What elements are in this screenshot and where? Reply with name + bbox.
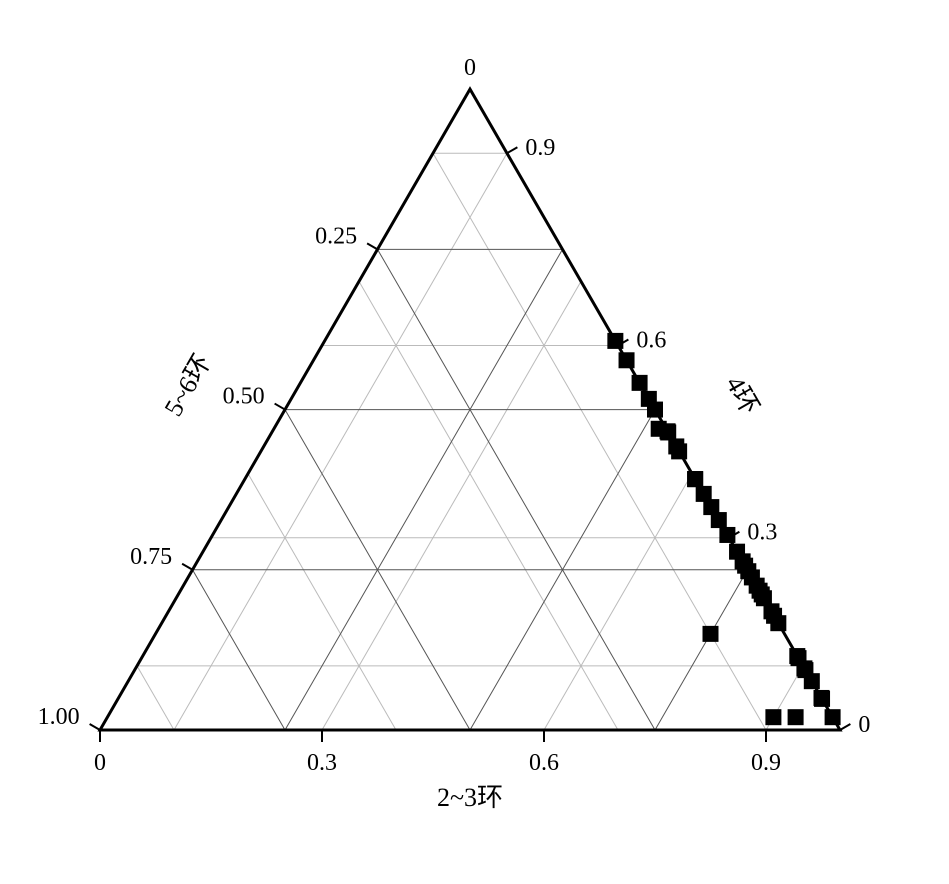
- data-point: [647, 402, 663, 418]
- plot-background: [0, 0, 949, 884]
- bottom-tick-label: 0.9: [751, 750, 781, 776]
- apex-label: 0: [464, 55, 476, 81]
- left-tick-label: 0.50: [223, 384, 265, 410]
- bottom-tick-label: 0.6: [529, 750, 559, 776]
- data-point: [804, 673, 820, 689]
- data-point: [619, 352, 635, 368]
- right-tick-label: 0.3: [747, 520, 777, 546]
- data-point: [671, 443, 687, 459]
- data-point: [703, 626, 719, 642]
- data-point: [632, 375, 648, 391]
- bottom-tick-label: 0.3: [307, 750, 337, 776]
- data-point: [814, 691, 830, 707]
- data-point: [788, 709, 804, 725]
- data-point: [719, 527, 735, 543]
- data-point: [711, 512, 727, 528]
- left-tick-label: 1.00: [38, 704, 80, 730]
- left-tick-label: 0.25: [315, 223, 357, 249]
- left-tick-label: 0.75: [130, 544, 172, 570]
- data-point: [825, 709, 841, 725]
- data-point: [770, 615, 786, 631]
- ternary-plot: 00.30.60.92~3环00.30.60.904环0.250.500.751…: [0, 0, 949, 884]
- right-tick-label: 0.9: [525, 135, 555, 161]
- right-tick-label: 0: [858, 712, 870, 738]
- data-point: [651, 421, 667, 437]
- bottom-axis-label: 2~3环: [437, 783, 503, 812]
- data-point: [765, 709, 781, 725]
- right-tick-label: 0.6: [636, 327, 666, 353]
- data-point: [687, 471, 703, 487]
- bottom-tick-label: 0: [94, 750, 106, 776]
- data-point: [607, 333, 623, 349]
